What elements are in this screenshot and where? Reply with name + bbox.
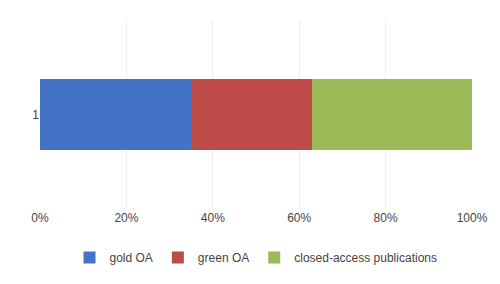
- svg-text:80%: 80%: [374, 211, 398, 225]
- svg-text:gold OA: gold OA: [110, 251, 153, 265]
- svg-text:green OA: green OA: [198, 251, 249, 265]
- svg-text:100%: 100%: [457, 211, 488, 225]
- svg-text:40%: 40%: [201, 211, 225, 225]
- svg-text:0%: 0%: [31, 211, 49, 225]
- svg-text:closed-access publications: closed-access publications: [294, 251, 437, 265]
- svg-text:60%: 60%: [287, 211, 311, 225]
- svg-text:20%: 20%: [114, 211, 138, 225]
- svg-text:1: 1: [32, 108, 39, 122]
